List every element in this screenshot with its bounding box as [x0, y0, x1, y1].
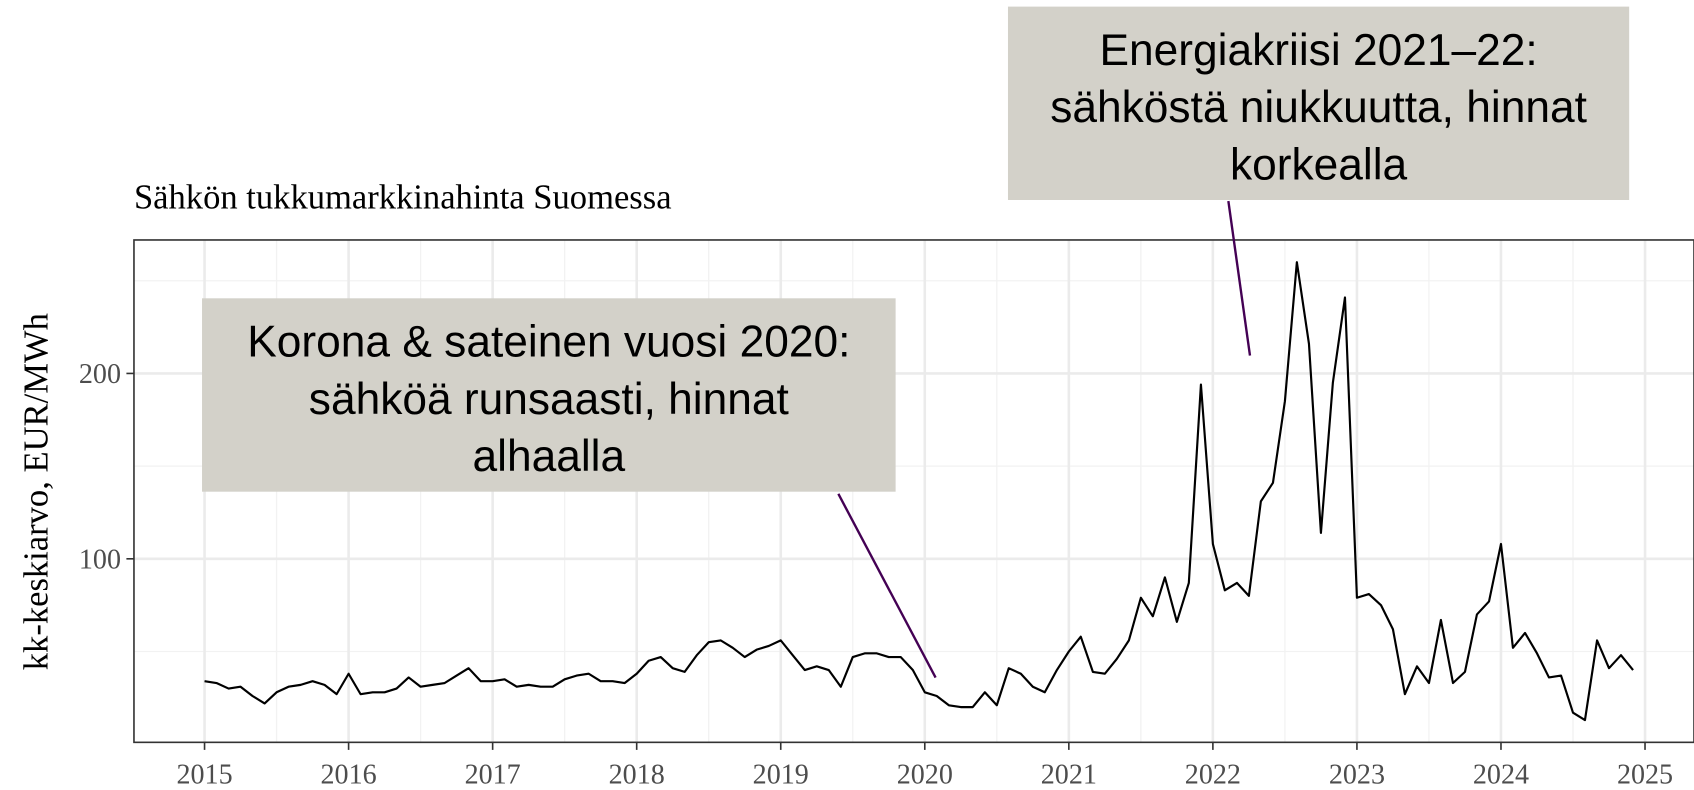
annotation-pointer: [1227, 200, 1252, 356]
x-tick-label: 2023: [1329, 759, 1385, 790]
x-tick-label: 2017: [465, 759, 521, 790]
line: [204, 261, 1634, 722]
annotation-text: Korona & sateinen vuosi 2020:: [247, 318, 850, 367]
annotation-pointer: [837, 493, 937, 679]
x-tick-label: 2021: [1041, 759, 1097, 790]
x-tick-label: 2020: [897, 759, 953, 790]
annotation-text: korkealla: [1230, 140, 1408, 189]
y-tick-label: 200: [79, 359, 121, 390]
annotation-text: sähköstä niukkuutta, hinnat: [1050, 83, 1587, 132]
annotation-text: sähköä runsaasti, hinnat: [309, 375, 789, 424]
x-tick-label: 2015: [176, 759, 232, 790]
annotation-box: [202, 298, 896, 492]
x-tick-label: 2022: [1185, 759, 1241, 790]
plot-border: [133, 239, 1694, 744]
annotation-box: [1007, 6, 1630, 200]
x-tick-label: 2025: [1617, 759, 1673, 790]
x-tick-label: 2018: [609, 759, 665, 790]
annotation-text: alhaalla: [472, 432, 625, 481]
chart-title: Sähkön tukkumarkkinahinta Suomessa: [134, 179, 672, 217]
y-tick-label: 100: [79, 545, 121, 576]
x-tick-label: 2019: [753, 759, 809, 790]
x-tick-label: 2024: [1473, 759, 1529, 790]
x-tick-label: 2016: [321, 759, 377, 790]
y-axis-label: kk-keskiarvo, EUR/MWh: [18, 313, 56, 670]
annotation-text: Energiakriisi 2021–22:: [1099, 26, 1537, 75]
